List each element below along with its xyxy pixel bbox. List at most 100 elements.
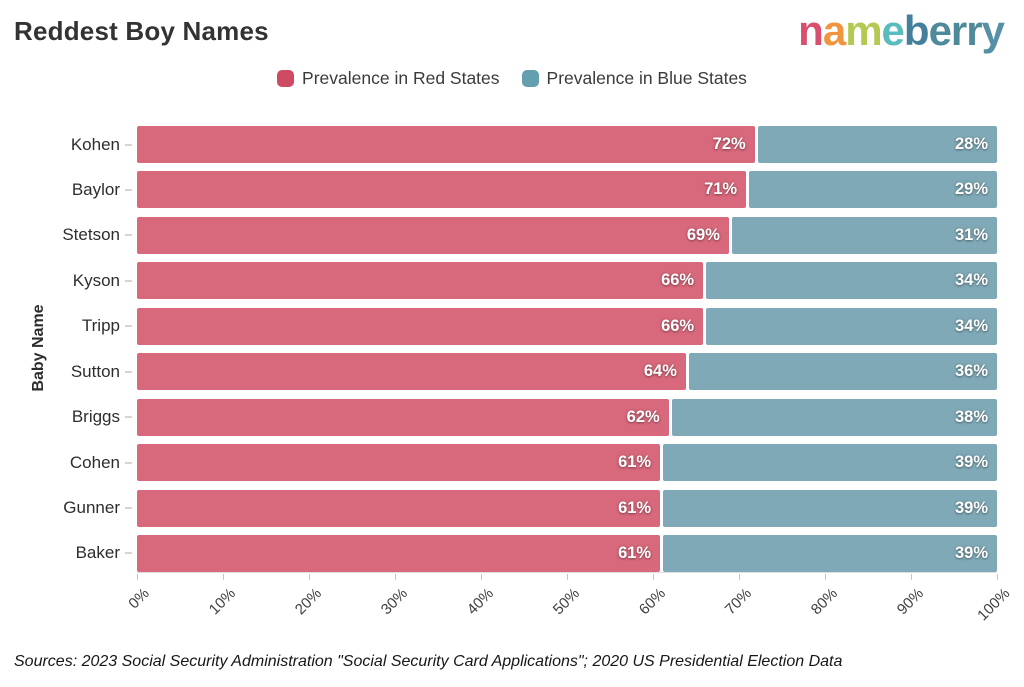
category-label: Baker: [75, 543, 120, 563]
bar-track: 69% 31%: [137, 216, 997, 254]
y-tick-mark: [125, 552, 132, 555]
x-tick-mark: [394, 574, 396, 580]
bar-segment-blue: 36%: [688, 353, 997, 391]
x-tick-mark: [480, 574, 482, 580]
x-tick-mark: [824, 574, 826, 580]
legend: Prevalence in Red States Prevalence in Bl…: [0, 68, 1024, 89]
bar-segment-red: 61%: [137, 534, 661, 572]
bar-track: 66% 34%: [137, 262, 997, 300]
bar-track: 61% 39%: [137, 489, 997, 527]
x-tick-mark: [996, 574, 998, 580]
y-tick-mark: [125, 188, 132, 191]
bar-segment-red: 71%: [137, 171, 747, 209]
legend-item-blue: Prevalence in Blue States: [521, 68, 747, 89]
bar-value-label: 71%: [704, 180, 738, 199]
x-tick-mark: [308, 574, 310, 580]
y-tick-mark: [125, 507, 132, 509]
bar-row: Tripp 66% 34%: [0, 307, 997, 345]
y-tick-cell: [120, 188, 137, 191]
y-tick-mark: [125, 325, 132, 328]
bar-segment-blue: 31%: [731, 216, 997, 254]
category-label: Briggs: [71, 407, 120, 427]
chart-title: Reddest Boy Names: [14, 16, 269, 46]
bar-segment-blue: 39%: [663, 444, 997, 482]
y-tick-cell: [120, 461, 137, 464]
x-tick-mark: [136, 574, 138, 580]
bar-segment-red: 66%: [137, 262, 704, 300]
x-tick-label: 0%: [125, 585, 154, 613]
logo-letter: r: [966, 7, 982, 54]
bar-value-label: 64%: [643, 362, 677, 381]
y-tick-cell: [120, 416, 137, 419]
bar-segment-red: 62%: [137, 398, 669, 436]
category-label: Sutton: [70, 361, 120, 381]
x-tick-mark: [910, 574, 912, 580]
bar-track: 71% 29%: [137, 171, 997, 209]
bar-row: Sutton 64% 36%: [0, 353, 997, 391]
category-label: Baylor: [71, 179, 120, 199]
logo-letter: b: [903, 7, 930, 54]
x-tick-label: 10%: [205, 585, 240, 619]
logo-letter: y: [981, 7, 1005, 54]
category-label: Cohen: [69, 452, 120, 472]
nameberry-logo: nameberry: [798, 7, 1005, 54]
category-label: Tripp: [81, 316, 120, 336]
bar-row: Kohen 72% 28%: [0, 126, 997, 163]
bar-value-label: 31%: [954, 225, 988, 244]
logo-letter: r: [950, 7, 967, 54]
y-tick-mark: [125, 234, 132, 237]
y-tick-cell: [120, 507, 137, 509]
category-label: Kohen: [70, 134, 120, 154]
bar-segment-red: 72%: [137, 126, 755, 163]
x-axis: 0% 10% 20% 30% 40% 50% 60% 70% 80% 90% 100%: [126, 572, 1013, 632]
bar-value-label: 34%: [954, 271, 988, 290]
bar-value-label: 39%: [954, 498, 988, 517]
bar-value-label: 61%: [618, 498, 652, 517]
y-tick-cell: [120, 234, 137, 237]
bar-track: 64% 36%: [137, 353, 997, 391]
legend-swatch-red: [277, 70, 295, 87]
legend-label: Prevalence in Red States: [302, 68, 500, 88]
bar-row: Kyson 66% 34%: [0, 262, 997, 300]
y-tick-mark: [125, 461, 132, 464]
x-tick-mark: [652, 574, 654, 580]
x-tick-label: 90%: [893, 585, 928, 619]
legend-item-red: Prevalence in Red States: [277, 68, 500, 89]
x-tick-label: 60%: [635, 585, 670, 619]
bar-value-label: 38%: [954, 407, 988, 426]
bar-value-label: 36%: [954, 362, 988, 381]
bar-track: 66% 34%: [137, 307, 997, 345]
x-tick-label: 80%: [807, 585, 842, 619]
logo-letter: e: [881, 7, 905, 54]
x-tick-mark: [738, 574, 740, 580]
bar-value-label: 66%: [661, 316, 695, 335]
bar-track: 61% 39%: [137, 444, 997, 482]
x-tick-label: 20%: [291, 585, 326, 619]
y-tick-cell: [120, 143, 137, 146]
bar-segment-blue: 39%: [663, 489, 997, 527]
bar-value-label: 69%: [686, 225, 720, 244]
y-tick-mark: [125, 279, 132, 282]
y-tick-mark: [125, 416, 132, 419]
bar-segment-blue: 39%: [663, 534, 997, 572]
legend-swatch-blue: [521, 70, 539, 87]
y-tick-cell: [120, 279, 137, 282]
bar-segment-red: 66%: [137, 307, 704, 345]
bar-value-label: 34%: [954, 316, 988, 335]
logo-letter: e: [928, 7, 952, 54]
bar-value-label: 61%: [618, 453, 652, 472]
y-tick-cell: [120, 370, 137, 373]
bar-row: Baylor 71% 29%: [0, 171, 997, 209]
bar-segment-red: 61%: [137, 444, 661, 482]
category-label: Kyson: [72, 270, 120, 290]
x-tick-label: 30%: [377, 585, 412, 619]
logo-letter: n: [798, 7, 824, 54]
bar-rows: Kohen 72% 28% Baylor 71% 29% Stetson 69% 31% Kyso…: [0, 126, 997, 572]
bar-row: Gunner 61% 39%: [0, 489, 997, 527]
bar-segment-blue: 28%: [757, 126, 997, 163]
bar-value-label: 39%: [954, 453, 988, 472]
bar-value-label: 62%: [626, 407, 660, 426]
bar-value-label: 72%: [712, 135, 746, 153]
bar-row: Cohen 61% 39%: [0, 444, 997, 482]
